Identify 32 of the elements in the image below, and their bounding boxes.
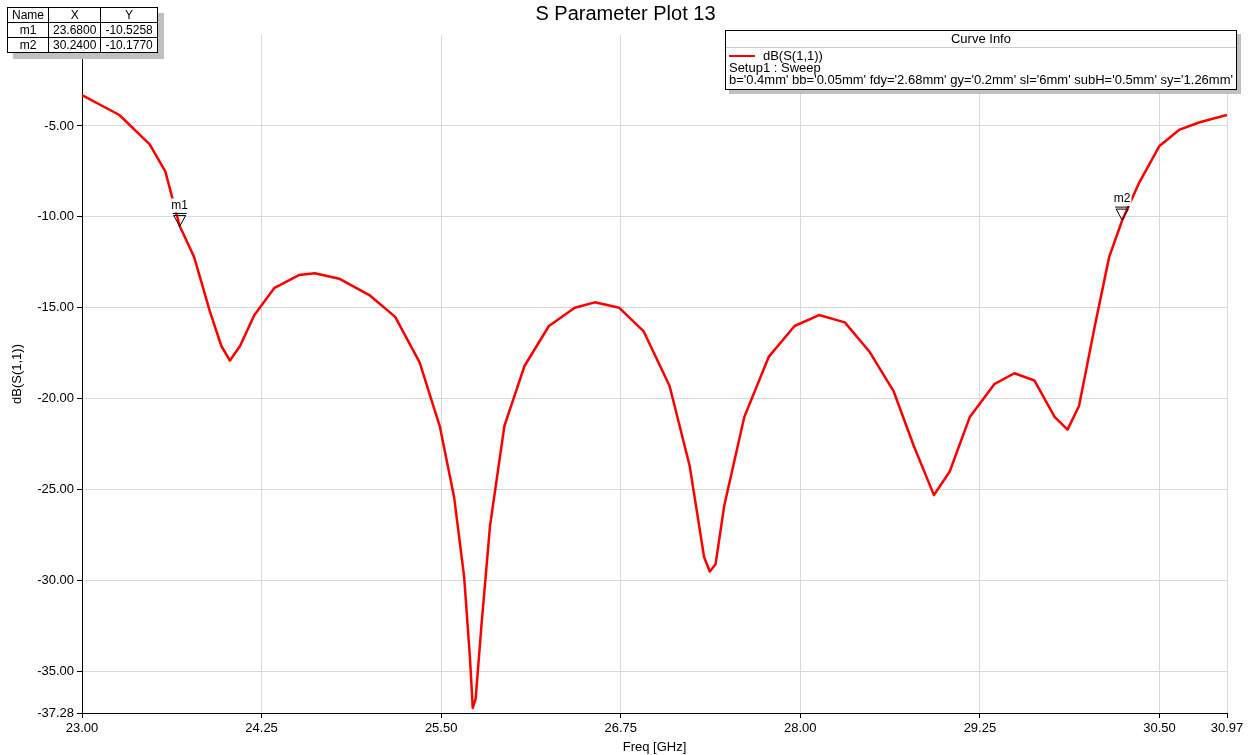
y-tick-label: -20.00 <box>37 390 74 406</box>
y-tick-label: -15.00 <box>37 299 74 315</box>
x-tick-label: 23.00 <box>65 720 99 736</box>
annotation: -10.5258 <box>100 22 158 38</box>
x-tick-label: 24.25 <box>245 720 278 736</box>
annotation: m1 <box>171 197 189 212</box>
annotation: 30.2400 <box>48 37 101 53</box>
y-tick-label: -35.00 <box>37 663 74 679</box>
x-tick-label: 30.97 <box>1210 720 1244 736</box>
y-tick-label: -10.00 <box>37 208 74 224</box>
text: Name <box>7 7 49 23</box>
x-tick-label: 29.25 <box>963 720 997 736</box>
annotation: 23.6800 <box>48 22 101 38</box>
text: m2 <box>7 37 49 53</box>
annotation: m2 <box>1113 191 1131 206</box>
y-tick-label: -30.00 <box>37 572 74 588</box>
y-tick-label: -25.00 <box>37 481 74 497</box>
annotation: -10.1770 <box>100 37 158 53</box>
legend-label: dB(S(1,1)) <box>762 48 823 63</box>
x-tick-label: 28.00 <box>784 720 817 736</box>
text: m1 <box>7 22 49 38</box>
text: Y <box>100 7 158 23</box>
chart-title: S Parameter Plot 13 <box>535 2 716 24</box>
legend-title: Curve Info <box>725 31 1236 48</box>
x-axis-title: Freq [GHz] <box>622 738 687 754</box>
y-tick-label: -5.00 <box>44 117 74 133</box>
x-tick-label: 25.50 <box>424 720 458 736</box>
x-tick-label: 26.75 <box>604 720 638 736</box>
y-axis-title: dB(S(1,1)) <box>9 344 25 404</box>
x-tick-label: 30.50 <box>1143 720 1176 736</box>
text: X <box>48 7 101 23</box>
y-tick-label: -37.28 <box>37 704 74 720</box>
